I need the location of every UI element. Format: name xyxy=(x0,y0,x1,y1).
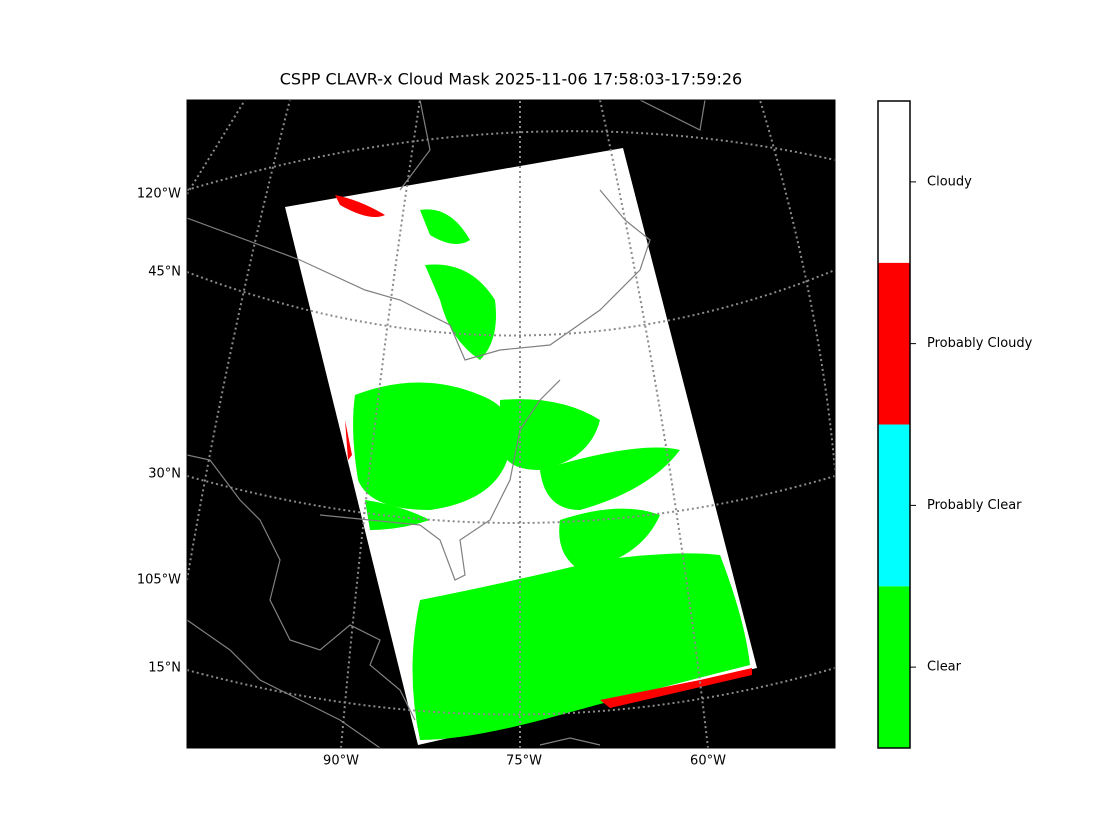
map-edge-label: 30°N xyxy=(148,467,181,482)
graticule xyxy=(187,100,835,748)
map-edge-label: 120°W xyxy=(137,187,181,202)
map-edge-label: 75°W xyxy=(506,754,542,769)
figure-title: CSPP CLAVR-x Cloud Mask 2025-11-06 17:58… xyxy=(280,70,742,89)
colorbar-segment xyxy=(878,586,910,748)
clear-areas xyxy=(353,209,750,740)
colorbar-segment xyxy=(878,101,910,263)
colorbar-label: Clear xyxy=(927,660,962,675)
map-edge-label: 45°N xyxy=(148,265,181,280)
colorbar-label: Probably Clear xyxy=(927,498,1022,513)
map-edge-label: 60°W xyxy=(690,754,726,769)
colorbar-label: Probably Cloudy xyxy=(927,336,1033,351)
colorbar-segment xyxy=(878,262,910,425)
map-frame xyxy=(186,99,836,749)
colorbar-segment xyxy=(878,424,910,587)
colorbar-label: Cloudy xyxy=(927,174,972,189)
coastlines xyxy=(187,100,706,748)
map-edge-label: 105°W xyxy=(137,573,181,588)
probably-cloudy-areas xyxy=(335,195,752,708)
map-edge-label: 15°N xyxy=(148,661,181,676)
colorbar-frame xyxy=(877,100,911,749)
map-edge-label: 90°W xyxy=(323,754,359,769)
map xyxy=(186,99,836,749)
